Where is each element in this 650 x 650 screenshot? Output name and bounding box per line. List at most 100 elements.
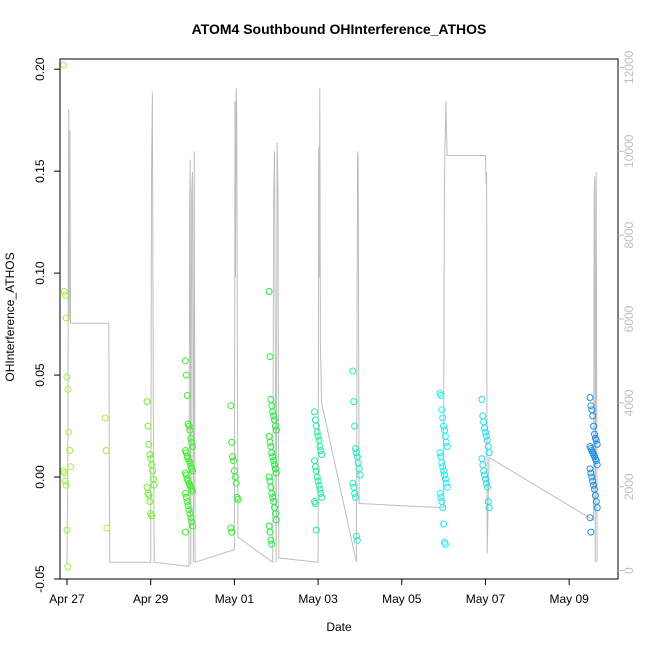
data-point: [64, 385, 72, 393]
data-point: [189, 443, 197, 450]
data-point: [588, 473, 596, 481]
data-point: [185, 422, 193, 430]
data-point: [186, 459, 194, 467]
data-point: [590, 422, 598, 430]
data-point: [181, 489, 189, 497]
data-point: [441, 475, 449, 483]
data-point: [59, 61, 67, 69]
y2-tick-label: 12000: [622, 50, 636, 84]
data-point: [352, 445, 359, 452]
data-point: [593, 504, 601, 512]
data-point: [187, 514, 195, 522]
data-point: [485, 449, 493, 457]
data-point: [590, 481, 598, 489]
x-tick-label: May 03: [298, 592, 338, 606]
data-point: [185, 506, 193, 514]
data-point: [354, 459, 362, 467]
data-point: [478, 455, 486, 463]
data-point: [313, 428, 321, 436]
data-point: [271, 465, 279, 473]
data-point: [441, 426, 448, 434]
data-point: [314, 477, 322, 485]
data-point: [587, 528, 595, 536]
data-point: [482, 475, 489, 483]
x-axis-label: Date: [326, 620, 352, 634]
data-point: [189, 467, 197, 475]
data-point: [146, 451, 154, 459]
data-point: [268, 540, 276, 548]
data-point: [437, 392, 445, 399]
data-point: [311, 457, 318, 465]
data-point: [483, 483, 491, 491]
data-point: [479, 412, 487, 420]
data-point: [103, 524, 111, 532]
x-tick-label: May 07: [466, 592, 506, 606]
data-point: [265, 473, 273, 481]
y-tick-label: 0.00: [33, 465, 47, 489]
data-point: [351, 489, 359, 497]
y-tick-label: 0.05: [33, 363, 47, 387]
data-point: [311, 500, 319, 507]
data-point: [481, 424, 489, 432]
data-point: [589, 477, 597, 485]
y-tick-label: 0.15: [33, 159, 47, 183]
data-point: [443, 483, 451, 491]
data-point: [271, 422, 279, 430]
data-point: [311, 408, 318, 416]
data-point: [65, 428, 73, 436]
x-tick-label: Apr 29: [133, 592, 169, 606]
data-point: [443, 443, 451, 450]
data-point: [149, 467, 156, 475]
data-point: [439, 414, 447, 422]
data-point: [436, 489, 444, 497]
data-point: [593, 461, 601, 469]
data-point: [481, 471, 489, 479]
data-point: [234, 496, 242, 503]
data-point: [352, 493, 359, 501]
data-point: [478, 396, 486, 403]
altitude-profile: [66, 88, 598, 567]
data-point: [267, 536, 275, 544]
data-point: [272, 516, 280, 524]
data-point: [266, 353, 274, 361]
data-point: [146, 498, 154, 505]
data-point: [586, 394, 594, 401]
y2-tick-label: 6000: [622, 305, 636, 332]
data-point: [482, 432, 490, 440]
data-point: [438, 459, 446, 467]
data-point: [272, 426, 280, 434]
data-point: [265, 522, 273, 530]
data-point: [485, 504, 493, 512]
data-point: [440, 422, 448, 430]
y-axis: -0.05 0.00 0.05 0.10 0.15 0.20: [33, 57, 60, 593]
data-point: [591, 430, 598, 438]
data-point: [315, 436, 323, 444]
data-point: [482, 479, 490, 487]
data-point: [311, 416, 319, 424]
data-point: [587, 469, 595, 477]
data-point: [316, 485, 324, 493]
data-point: [311, 463, 319, 471]
data-point: [442, 479, 450, 487]
data-point: [186, 426, 194, 434]
data-point: [318, 493, 326, 501]
data-point: [313, 473, 321, 481]
data-point: [265, 432, 273, 440]
data-point: [317, 489, 325, 497]
data-point: [232, 479, 240, 487]
data-point: [188, 438, 196, 446]
data-point: [269, 453, 277, 461]
y2-axis: 0 2000 4000 6000 8000 10000 12000: [618, 50, 636, 574]
data-point: [268, 449, 276, 457]
data-point: [266, 528, 274, 536]
data-point: [315, 481, 323, 489]
data-point: [183, 498, 191, 505]
data-point: [589, 412, 597, 420]
data-point: [188, 518, 196, 526]
data-point: [436, 449, 444, 457]
x-tick-label: May 09: [549, 592, 589, 606]
data-point: [440, 467, 448, 475]
data-point: [272, 469, 280, 477]
data-point: [266, 477, 274, 485]
data-point: [143, 483, 151, 491]
